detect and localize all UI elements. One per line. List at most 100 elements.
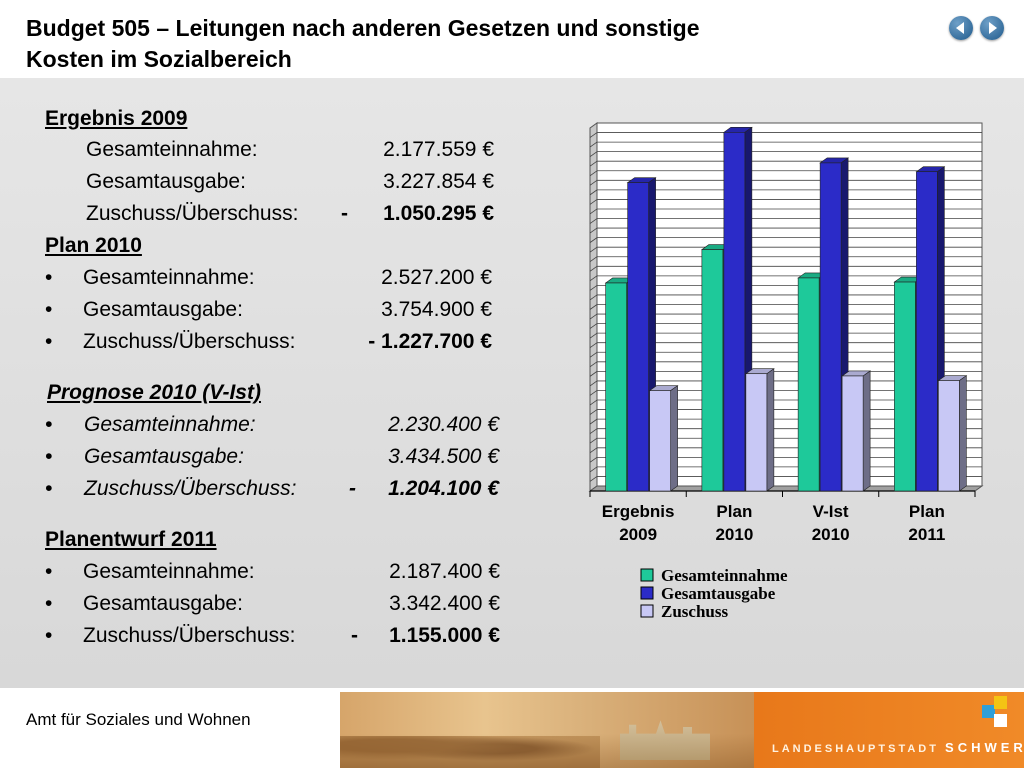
bullet: • [45,560,53,583]
chart-category-label: 2010 [812,525,850,544]
chart-gridline-side [589,218,598,224]
logo-square-white [994,714,1007,727]
chart-gridline-side [589,418,598,425]
legend-swatch [640,604,654,618]
chart-gridline-side [589,380,598,387]
legend-swatch [640,568,654,582]
chart-gridline-side [589,285,598,291]
chart-gridline-side [589,390,598,396]
chart-bar [894,281,916,492]
row-label: Gesamtausgabe: [86,170,246,193]
department-name: Amt für Soziales und Wohnen [26,710,251,729]
section-heading-planentwurf-2011: Planentwurf 2011 [45,528,217,551]
chart-gridline-side [589,371,598,377]
slide-title-line-2: Kosten im Sozialbereich [26,46,292,72]
chart-gridline-side [589,399,598,406]
chart-gridline-side [589,151,598,157]
chart-gridline-side [589,265,598,272]
legend-label: Gesamtausgabe [661,584,776,603]
chart-gridline-side [589,160,598,167]
chart-category-label: Ergebnis [602,502,675,521]
row-sign: - [351,624,358,647]
slide-header: Budget 505 – Leitungen nach anderen Gese… [0,0,1024,78]
slide-footer: Amt für Soziales und Wohnen LANDESHAUPTS… [0,688,1024,768]
row-value: 2.177.559 € [383,138,494,161]
chart-gridline-side [589,457,598,463]
chart-bar [701,249,724,492]
chart-gridline-side [589,246,598,253]
chart-gridline-side [589,437,598,444]
chart-gridline-side [589,294,598,301]
bullet: • [45,413,53,436]
chart-category-label: 2010 [715,525,753,544]
chart-category-label: 2011 [908,525,945,544]
chart-category-label: 2009 [619,525,657,544]
chart-gridline-side [589,170,598,177]
photo-trees [340,736,600,768]
section-heading-ergebnis-2009: Ergebnis 2009 [45,107,188,130]
arrow-right-icon[interactable] [980,16,1004,40]
chart-bar [605,282,627,492]
logo-square-yellow [994,696,1007,709]
row-value: 1.204.100 € [388,477,499,500]
chart-bar [723,132,746,492]
arrow-left-icon[interactable] [949,16,973,40]
bullet: • [45,330,53,353]
row-value: 3.227.854 € [383,170,494,193]
row-label: Zuschuss/Überschuss: [83,624,296,647]
row-label: Zuschuss/Überschuss: [86,202,299,225]
chart-gridline-side [589,409,598,415]
chart-gridline-side [589,208,598,215]
row-value: 2.230.400 € [388,413,499,436]
city-photo [340,692,754,768]
row-label: Zuschuss/Überschuss: [84,477,297,500]
chart-bar [916,171,938,492]
row-label: Gesamteinnahme: [84,413,256,436]
row-label: Zuschuss/Überschuss: [83,330,296,353]
row-value: 3.342.400 € [389,592,500,615]
row-sign: - [349,477,356,500]
photo-castle [620,720,710,760]
legend-label: Gesamteinnahme [661,566,788,585]
row-value: 1.050.295 € [383,202,494,225]
legend-swatch [640,586,654,600]
chart-category-label: Plan [909,502,945,521]
row-value: 3.434.500 € [388,445,499,468]
row-label: Gesamteinnahme: [83,560,255,583]
chart-gridline-side [589,351,598,358]
chart-bar-side [670,385,678,492]
row-label: Gesamtausgabe: [83,298,243,321]
chart-gridline-side [589,237,598,243]
chart-gridline-side [589,256,598,263]
slide-title-line-1: Budget 505 – Leitungen nach anderen Gese… [26,15,700,41]
chart-bar [841,375,864,492]
chart-gridline-side [589,361,598,368]
brand-prefix: LANDESHAUPTSTADT [772,743,939,755]
chart-gridline-side [589,141,598,148]
row-value: - 1.227.700 € [368,330,492,353]
bullet: • [45,477,53,500]
bullet: • [45,445,53,468]
brand-wordmark: LANDESHAUPTSTADT SCHWERIN [772,740,1024,755]
row-value: 2.527.200 € [381,266,492,289]
row-value: 1.155.000 € [389,624,500,647]
chart-bar [819,162,842,492]
chart-gridline-side [589,179,598,186]
bullet: • [45,266,53,289]
row-label: Gesamteinnahme: [86,138,258,161]
brand-name: SCHWERIN [945,740,1024,755]
chart-gridline-side [589,132,598,138]
budget-bar-chart: Ergebnis 2009 Plan 2010 V-Ist 2010 Plan 2011 Ges… [588,122,984,621]
chart-gridline-side [589,313,598,320]
chart-gridline-side [589,227,598,234]
chart-gridline-side [589,332,598,339]
chart-bar-side [862,370,871,492]
section-heading-plan-2010: Plan 2010 [45,234,142,257]
slide-content: Ergebnis 2009 Gesamteinnahme: 2.177.559 … [0,78,1024,688]
row-sign: - [341,202,348,225]
city-brand-banner: LANDESHAUPTSTADT SCHWERIN [754,692,1024,768]
chart-gridline-side [589,342,598,349]
chart-gridline-side [589,304,598,310]
section-heading-prognose-2010: Prognose 2010 (V-Ist) [47,381,261,404]
chart-bar-side [959,375,967,492]
